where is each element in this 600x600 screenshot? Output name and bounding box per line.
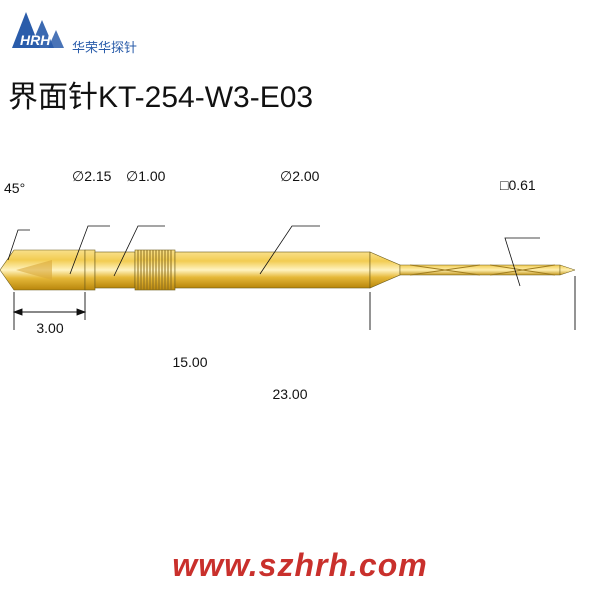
- annot-sq-061: □0.61: [500, 177, 536, 193]
- dim-23: 23.00: [250, 386, 330, 402]
- logo-company-text: 华荣华探针: [72, 37, 137, 56]
- annot-dia-100: ∅1.00: [126, 168, 165, 185]
- annot-dia-215: ∅2.15: [72, 168, 111, 185]
- logo-icon: HRH: [8, 8, 68, 58]
- logo-block: HRH 华荣华探针: [8, 8, 137, 58]
- technical-diagram: 45° ∅2.15 ∅1.00 ∅2.00 □0.61: [0, 150, 600, 500]
- dim-3: 3.00: [30, 320, 70, 336]
- website-url: www.szhrh.com: [0, 547, 600, 584]
- annot-angle: 45°: [4, 180, 25, 196]
- dim-15: 15.00: [150, 354, 230, 370]
- annot-dia-200: ∅2.00: [280, 168, 319, 185]
- svg-text:HRH: HRH: [20, 32, 51, 48]
- product-title: 界面针KT-254-W3-E03: [8, 72, 313, 116]
- probe-drawing: [0, 210, 600, 330]
